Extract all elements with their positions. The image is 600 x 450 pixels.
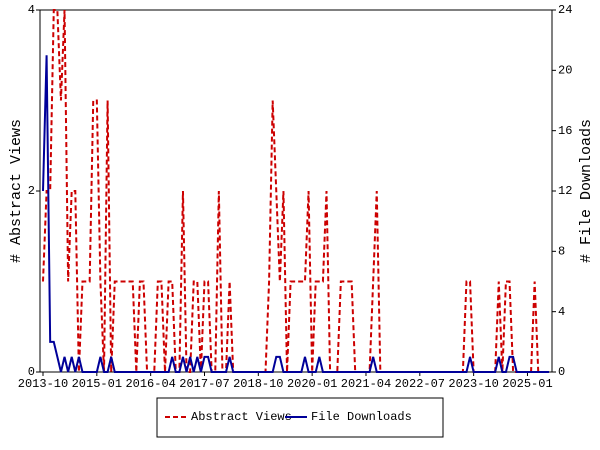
y2-tick-label: 12 — [558, 184, 572, 198]
plot-frame — [39, 9, 553, 373]
x-tick-label: 2025-01 — [502, 377, 552, 391]
y2-tick-label: 24 — [558, 3, 572, 17]
legend-label: File Downloads — [311, 410, 412, 424]
y2-tick-label: 20 — [558, 64, 572, 78]
x-tick-label: 2023-10 — [448, 377, 498, 391]
x-tick-label: 2021-04 — [341, 377, 391, 391]
y-tick-label: 2 — [28, 184, 35, 198]
y-tick-label: 0 — [28, 365, 35, 379]
series-line — [42, 9, 549, 373]
y2-tick-label: 4 — [558, 305, 565, 319]
x-tick-label: 2020-01 — [287, 377, 337, 391]
x-tick-label: 2018-10 — [233, 377, 283, 391]
y-axis-title: # Abstract Views — [8, 119, 25, 263]
y-tick-label: 4 — [28, 3, 35, 17]
x-tick-label: 2015-01 — [72, 377, 122, 391]
legend-label: Abstract Views — [191, 410, 292, 424]
y2-tick-label: 0 — [558, 365, 565, 379]
x-tick-label: 2016-04 — [125, 377, 175, 391]
y2-axis-title: # File Downloads — [578, 119, 595, 263]
x-tick-label: 2022-07 — [395, 377, 445, 391]
y2-tick-label: 8 — [558, 245, 565, 259]
x-tick-label: 2013-10 — [18, 377, 68, 391]
series-line — [42, 55, 549, 373]
x-tick-label: 2017-07 — [179, 377, 229, 391]
y2-tick-label: 16 — [558, 124, 572, 138]
